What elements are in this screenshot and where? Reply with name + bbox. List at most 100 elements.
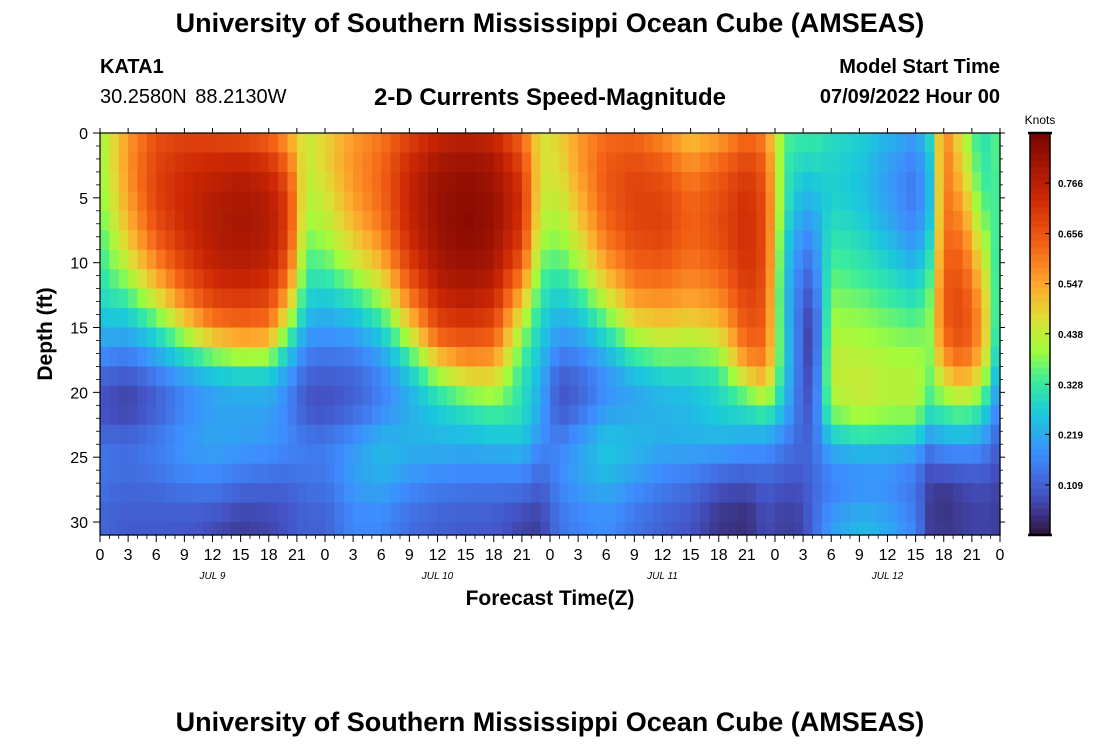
heatmap-cell (606, 502, 617, 523)
heatmap-cell (371, 502, 382, 523)
heatmap-cell (821, 463, 832, 484)
heatmap-cell (165, 133, 176, 154)
heatmap-cell (512, 444, 523, 465)
heatmap-cell (156, 405, 167, 426)
heatmap-cell (746, 133, 757, 154)
heatmap-cell (428, 405, 439, 426)
heatmap-cell (690, 522, 701, 536)
x-tick-label: 3 (799, 547, 808, 564)
heatmap-cell (821, 210, 832, 231)
heatmap-cell (765, 405, 776, 426)
heatmap-cell (737, 133, 748, 154)
heatmap-cell (493, 171, 504, 192)
heatmap-cell (803, 288, 814, 309)
heatmap-cell (146, 483, 157, 504)
heatmap-cell (240, 269, 251, 290)
heatmap-cell (681, 288, 692, 309)
heatmap-cell (221, 463, 232, 484)
heatmap-cell (859, 483, 870, 504)
heatmap-cell (315, 366, 326, 387)
heatmap-cell (278, 522, 289, 536)
heatmap-cell (559, 230, 570, 251)
heatmap-cell (887, 444, 898, 465)
colorbar-segment (1030, 447, 1050, 456)
heatmap-cell (803, 191, 814, 212)
heatmap-cell (137, 444, 148, 465)
heatmap-cell (615, 269, 626, 290)
heatmap-cell (868, 522, 879, 536)
heatmap-cell (259, 152, 270, 173)
heatmap-cell (850, 210, 860, 231)
heatmap-cell (812, 191, 823, 212)
heatmap-cell (437, 366, 448, 387)
heatmap-cell (212, 171, 223, 192)
heatmap-cell (193, 230, 204, 251)
heatmap-cell (325, 308, 335, 329)
heatmap-cell (221, 327, 232, 348)
heatmap-cell (746, 483, 757, 504)
heatmap-cell (334, 385, 345, 406)
heatmap-cell (718, 385, 729, 406)
heatmap-cell (812, 463, 823, 484)
heatmap-cell (737, 288, 748, 309)
heatmap-cell (400, 444, 410, 465)
heatmap-cell (118, 522, 129, 536)
heatmap-cell (100, 502, 110, 523)
heatmap-cell (915, 152, 926, 173)
heatmap-cell (662, 405, 673, 426)
heatmap-cell (287, 385, 298, 406)
heatmap-cell (203, 308, 214, 329)
heatmap-cell (981, 444, 992, 465)
heatmap-cell (306, 444, 317, 465)
heatmap-cell (606, 308, 617, 329)
heatmap-cell (896, 269, 907, 290)
colorbar-segment (1030, 327, 1050, 335)
heatmap-cell (128, 463, 139, 484)
heatmap-cell (925, 288, 935, 309)
heatmap-cell (550, 288, 560, 309)
heatmap-cell (428, 444, 439, 465)
colorbar-segment (1030, 454, 1050, 462)
heatmap-cell (709, 191, 720, 212)
heatmap-cell (606, 191, 617, 212)
heatmap-cell (353, 152, 364, 173)
heatmap-cell (371, 152, 382, 173)
heatmap-cell (878, 249, 889, 270)
heatmap-cell (250, 288, 260, 309)
heatmap-cell (728, 424, 739, 445)
heatmap-cell (587, 308, 598, 329)
heatmap-cell (568, 366, 579, 387)
heatmap-cell (943, 463, 954, 484)
heatmap-cell (784, 288, 795, 309)
heatmap-cell (175, 230, 185, 251)
heatmap-cell (100, 288, 110, 309)
heatmap-cell (287, 327, 298, 348)
heatmap-cell (578, 191, 589, 212)
heatmap-cell (465, 269, 476, 290)
heatmap-cell (203, 463, 214, 484)
heatmap-cell (343, 424, 354, 445)
colorbar-segment (1030, 273, 1050, 281)
heatmap-cell (934, 230, 945, 251)
heatmap-cell (765, 288, 776, 309)
heatmap-cell (559, 502, 570, 523)
heatmap-cell (137, 463, 148, 484)
colorbar-segment (1030, 213, 1050, 221)
heatmap-cell (212, 424, 223, 445)
heatmap-cell (868, 366, 879, 387)
heatmap-cell (850, 308, 860, 329)
heatmap-cell (446, 522, 457, 536)
heatmap-cell (240, 249, 251, 270)
heatmap-cell (390, 366, 401, 387)
heatmap-cell (653, 171, 664, 192)
heatmap-cell (156, 444, 167, 465)
heatmap-cell (371, 346, 382, 368)
heatmap-cell (746, 308, 757, 329)
heatmap-cell (353, 463, 364, 484)
heatmap-cell (100, 385, 110, 406)
heatmap-cell (175, 405, 185, 426)
heatmap-cell (362, 249, 373, 270)
heatmap-cell (765, 366, 776, 387)
heatmap-cell (756, 463, 767, 484)
heatmap-cell (550, 171, 560, 192)
